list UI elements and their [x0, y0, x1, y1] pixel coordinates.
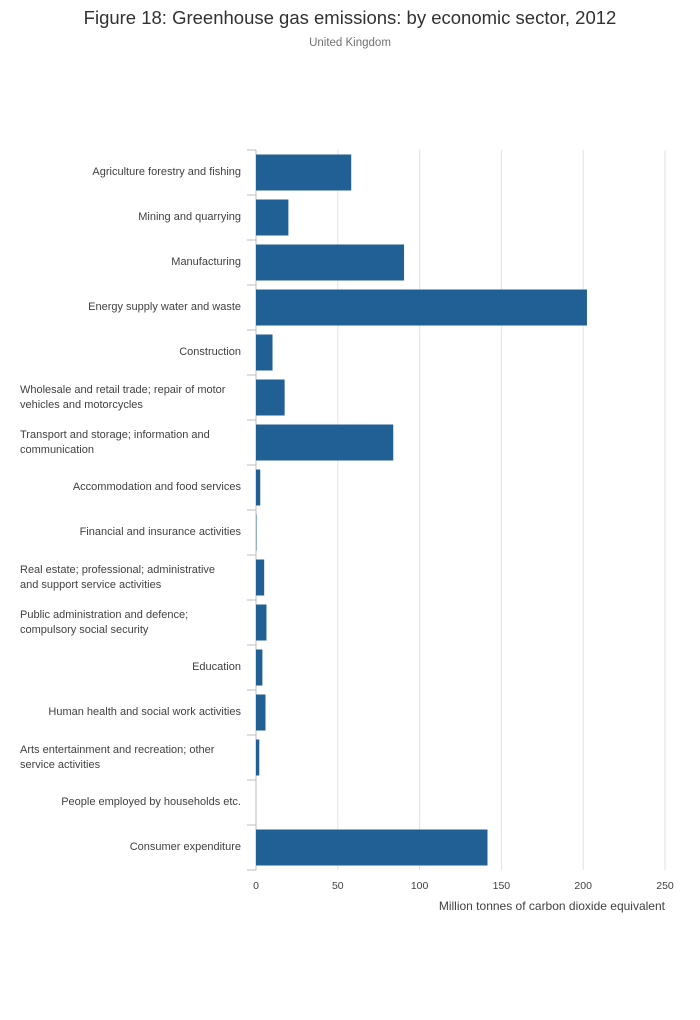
category-label: Agriculture forestry and fishing	[10, 165, 241, 180]
category-label-line: compulsory social security	[20, 623, 149, 636]
category-label-line: Mining and quarrying	[138, 211, 241, 223]
category-label: Human health and social work activities	[10, 705, 241, 720]
category-label: Transport and storage; information and co…	[20, 428, 245, 458]
category-label-line: Consumer expenditure	[129, 841, 241, 853]
category-label-line: vehicles and motorcycles	[20, 398, 143, 411]
category-label-line: Transport and storage; information and	[20, 428, 210, 441]
bar	[256, 649, 263, 686]
bar	[256, 244, 405, 281]
category-label: Accommodation and food services	[10, 480, 241, 495]
category-label-line: Accommodation and food services	[72, 481, 241, 493]
x-tick-label: 150	[493, 880, 511, 892]
category-label: Construction	[10, 345, 241, 360]
category-label-line: People employed by households etc.	[61, 796, 241, 808]
bar	[256, 559, 265, 596]
category-label: Wholesale and retail trade; repair of mo…	[20, 383, 245, 413]
bar	[256, 604, 267, 641]
category-label: Arts entertainment and recreation; other…	[20, 743, 245, 773]
bar	[256, 694, 266, 731]
category-label: People employed by households etc.	[10, 795, 241, 810]
category-label-line: Education	[192, 661, 241, 673]
category-label: Education	[10, 660, 241, 675]
category-label-line: Manufacturing	[171, 256, 241, 268]
category-label: Real estate; professional; administrativ…	[20, 563, 245, 593]
chart-subtitle: United Kingdom	[309, 37, 391, 49]
bar	[256, 829, 488, 866]
category-label-line: Agriculture forestry and fishing	[92, 166, 241, 178]
category-label-line: Arts entertainment and recreation; other	[20, 743, 215, 756]
x-axis-label: Million tonnes of carbon dioxide equival…	[438, 899, 665, 913]
bar	[256, 154, 352, 191]
bar	[256, 424, 394, 461]
x-tick-label: 0	[253, 880, 259, 892]
category-label: Consumer expenditure	[10, 840, 241, 855]
category-label-line: Public administration and defence;	[20, 608, 189, 621]
category-label: Energy supply water and waste	[10, 300, 241, 315]
bar	[256, 469, 261, 506]
chart-title: Figure 18: Greenhouse gas emissions: by …	[83, 7, 617, 28]
category-label-line: and support service activities	[20, 578, 162, 591]
x-tick-label: 50	[332, 880, 344, 892]
category-label: Manufacturing	[10, 255, 241, 270]
category-label: Public administration and defence; compul…	[20, 608, 245, 638]
category-label-line: Human health and social work activities	[48, 706, 241, 718]
bar	[256, 379, 285, 416]
category-label-line: Wholesale and retail trade; repair of mo…	[20, 383, 226, 396]
bar	[256, 334, 273, 371]
category-label-line: service activities	[20, 758, 101, 771]
category-label-line: communication	[20, 443, 94, 456]
category-label: Financial and insurance activities	[10, 525, 241, 540]
bar	[256, 199, 289, 236]
category-label-line: Real estate; professional; administrativ…	[20, 563, 216, 576]
bar	[256, 739, 260, 776]
category-label-line: Financial and insurance activities	[79, 526, 241, 538]
x-tick-label: 200	[574, 880, 592, 892]
bar	[256, 289, 587, 326]
category-label: Mining and quarrying	[10, 210, 241, 225]
x-tick-label: 250	[656, 880, 674, 892]
category-label-line: Construction	[179, 346, 241, 358]
category-label-line: Energy supply water and waste	[88, 301, 241, 313]
x-tick-label: 100	[411, 880, 429, 892]
